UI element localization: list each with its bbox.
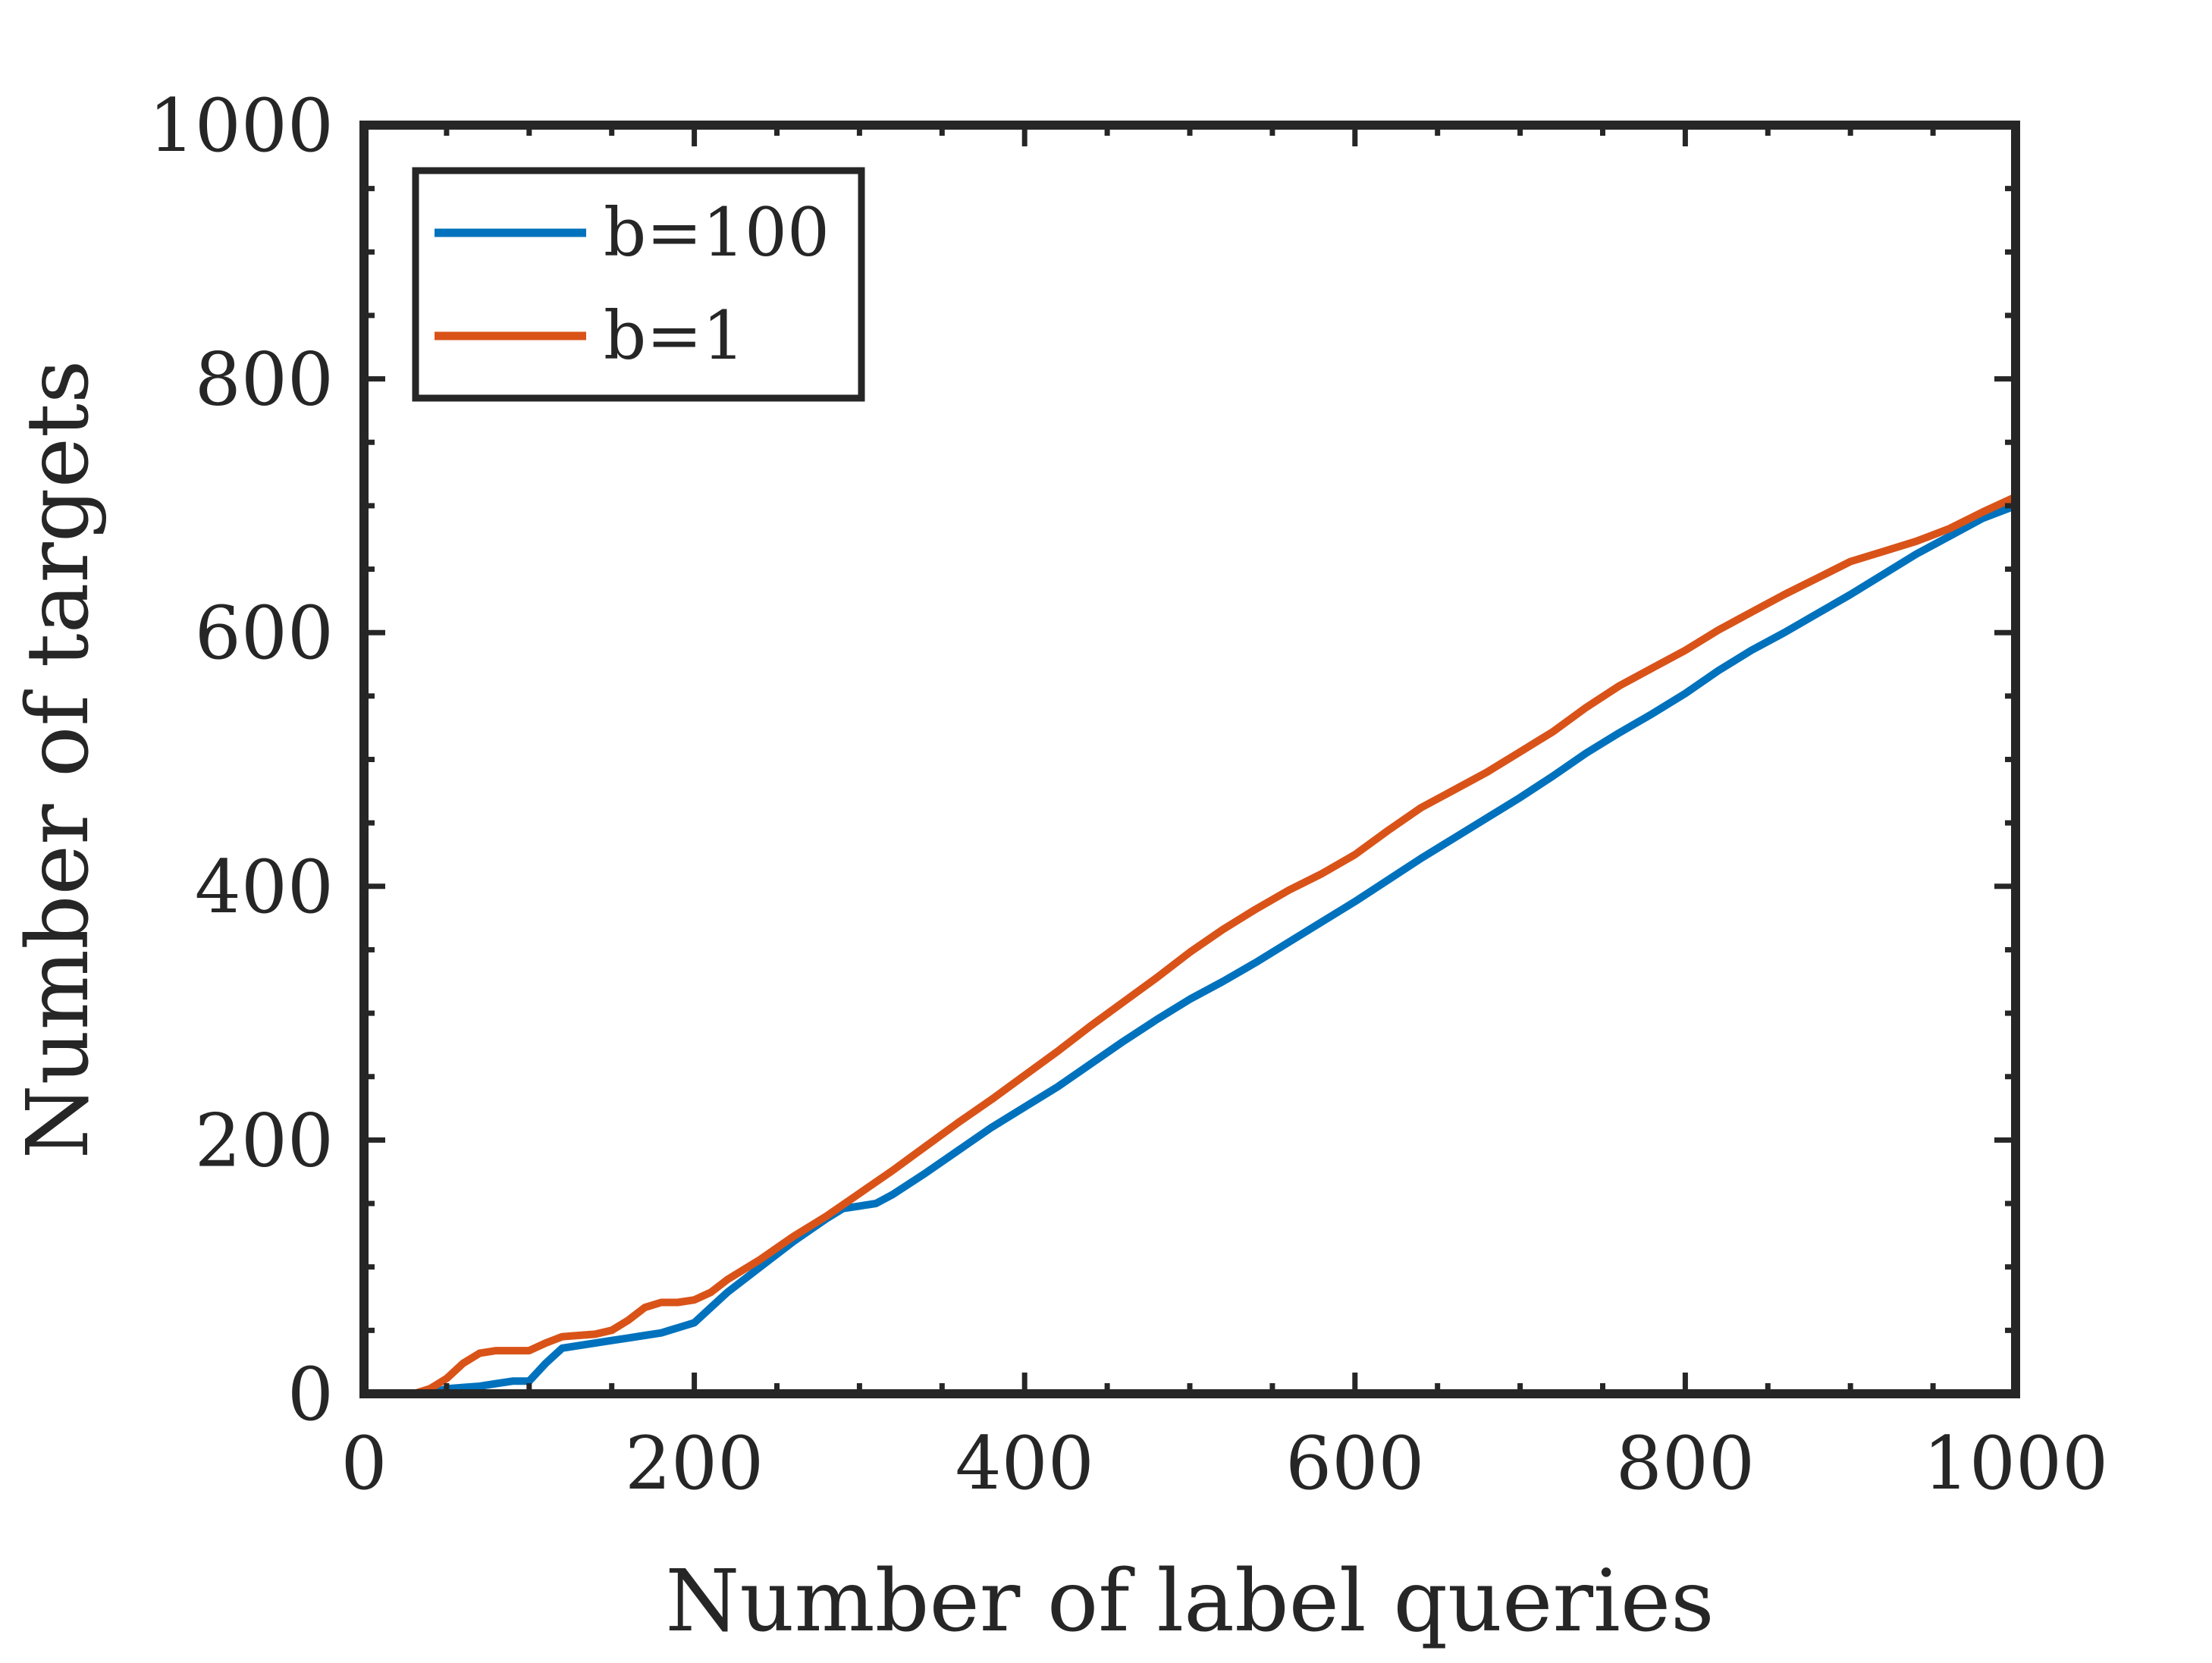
x-tick-label: 600 <box>1285 1421 1424 1506</box>
x-tick-label: 200 <box>625 1421 764 1506</box>
x-tick-label: 800 <box>1616 1421 1755 1506</box>
x-tick-label: 0 <box>340 1421 387 1506</box>
y-tick-label: 800 <box>195 337 334 422</box>
y-axis-label: Number of targets <box>9 360 108 1159</box>
y-tick-label: 200 <box>195 1098 334 1183</box>
x-tick-label: 1000 <box>1923 1421 2108 1506</box>
y-tick-label: 1000 <box>149 83 334 168</box>
y-tick-label: 0 <box>287 1352 334 1437</box>
series-line-b100 <box>360 501 2019 1398</box>
legend-box <box>412 167 865 402</box>
series-line-b1 <box>360 493 2019 1398</box>
legend-label-b1: b=1 <box>604 297 745 375</box>
y-tick-label: 600 <box>195 591 334 676</box>
legend: b=100 b=1 <box>412 167 865 402</box>
x-axis-label: Number of label queries <box>665 1552 1714 1651</box>
y-tick-label: 400 <box>195 845 334 930</box>
axis-labels: Number of label queries Number of target… <box>9 360 1715 1651</box>
x-tick-label: 400 <box>955 1421 1094 1506</box>
axis-ticks: 0 200 400 600 800 1000 0 200 400 600 800 1000 <box>149 83 2108 1506</box>
legend-label-b100: b=100 <box>604 193 830 271</box>
